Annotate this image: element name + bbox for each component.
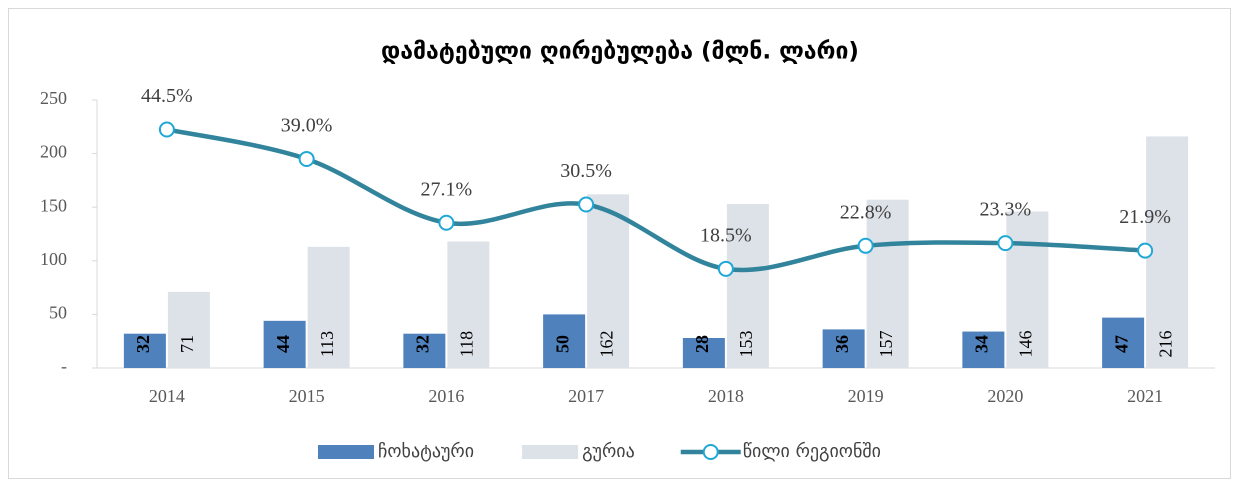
- y-tick-label: 100: [40, 249, 67, 269]
- x-tick-label: 2015: [289, 386, 325, 406]
- line-marker: [158, 121, 175, 138]
- legend-label: წილი რეგიონში: [743, 441, 881, 462]
- legend-item: წილი რეგიონში: [680, 441, 881, 462]
- bar: [1146, 136, 1189, 368]
- bar-value-label: 153: [736, 331, 756, 358]
- bar-value-label: 162: [596, 331, 616, 358]
- y-tick-label: 150: [40, 195, 67, 215]
- line-value-label: 23.3%: [980, 199, 1032, 221]
- x-tick-label: 2018: [708, 386, 744, 406]
- bar: [263, 320, 306, 368]
- bar-value-label: 216: [1155, 331, 1175, 358]
- bar: [403, 333, 446, 368]
- bar-value-label: 34: [972, 335, 992, 353]
- line-value-label: 44.5%: [141, 85, 193, 107]
- line-value-label: 21.9%: [1119, 206, 1171, 228]
- bar: [866, 199, 909, 368]
- line-marker: [438, 214, 455, 231]
- bar-value-label: 28: [692, 335, 712, 353]
- bar: [1006, 211, 1049, 368]
- x-tick-label: 2014: [149, 386, 185, 406]
- legend-marker: [702, 444, 719, 460]
- bar: [962, 331, 1005, 368]
- legend-item: გურია: [522, 441, 635, 462]
- line-marker: [857, 237, 874, 254]
- bar-value-label: 32: [413, 335, 433, 353]
- x-tick-label: 2021: [1127, 386, 1163, 406]
- bar: [587, 194, 630, 368]
- line-marker: [1137, 242, 1154, 259]
- bar-value-label: 118: [457, 331, 477, 357]
- y-tick-label: -: [61, 356, 67, 376]
- y-tick-label: 250: [40, 88, 67, 108]
- x-tick-label: 2016: [428, 386, 464, 406]
- legend-swatch: [318, 445, 374, 459]
- bar: [543, 314, 586, 368]
- line-marker: [298, 150, 315, 167]
- x-tick-label: 2019: [848, 386, 884, 406]
- bar-value-label: 146: [1016, 331, 1036, 358]
- legend-swatch: [522, 445, 579, 459]
- bar: [822, 329, 865, 368]
- bar: [1102, 317, 1145, 368]
- line-marker: [578, 196, 595, 213]
- chart-title: დამატებული ღირებულება (მლნ. ლარი): [381, 39, 859, 65]
- x-tick-label: 2017: [568, 386, 604, 406]
- line-marker: [717, 260, 734, 277]
- bar-value-label: 47: [1111, 335, 1131, 353]
- bar-value-label: 113: [317, 331, 337, 357]
- bar: [167, 291, 210, 368]
- bar: [726, 203, 769, 368]
- legend-item: ჩოხატაური: [318, 441, 474, 462]
- bar-value-label: 36: [832, 335, 852, 353]
- bar-value-label: 71: [177, 335, 197, 353]
- legend-label: ჩოხატაური: [378, 441, 474, 462]
- bar: [682, 337, 725, 368]
- bar: [447, 241, 490, 368]
- y-tick-label: 200: [40, 142, 67, 162]
- y-tick-label: 50: [49, 303, 67, 323]
- bar: [307, 246, 350, 368]
- line-value-label: 39.0%: [281, 115, 333, 137]
- legend-label: გურია: [582, 441, 635, 462]
- line: [166, 127, 1146, 273]
- x-tick-label: 2020: [987, 386, 1023, 406]
- line-value-label: 30.5%: [560, 160, 612, 182]
- bar-value-label: 32: [133, 335, 153, 353]
- line-value-label: 27.1%: [421, 178, 473, 200]
- bar-value-label: 50: [552, 335, 572, 353]
- bar-value-label: 44: [273, 335, 293, 353]
- line-marker: [997, 235, 1014, 252]
- bar: [123, 333, 166, 368]
- line-value-label: 22.8%: [840, 201, 892, 223]
- line-value-label: 18.5%: [700, 224, 752, 246]
- bar-value-label: 157: [876, 331, 896, 358]
